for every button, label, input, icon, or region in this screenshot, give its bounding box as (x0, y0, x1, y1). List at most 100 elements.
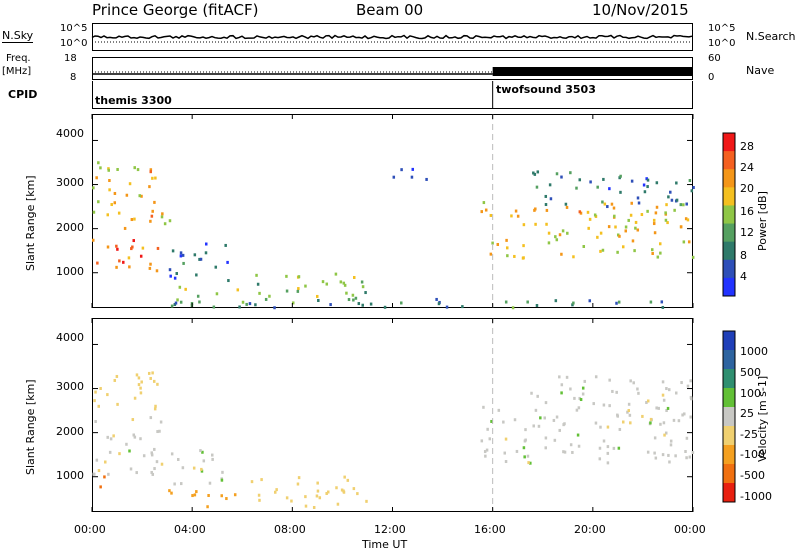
velocity-cell (606, 461, 610, 465)
power-colorbar-segment (723, 277, 735, 297)
power-cell (118, 259, 121, 263)
power-cell (153, 200, 156, 204)
freq-trace-twofsound (492, 67, 693, 76)
freq-tick-18: 18 (64, 53, 77, 64)
velocity-cell (257, 493, 261, 497)
velocity-cell (139, 386, 142, 390)
velocity-cell (689, 415, 692, 419)
power-cell (505, 238, 508, 242)
power-cell (664, 211, 667, 215)
power-cell (646, 209, 649, 213)
velocity-cell (681, 413, 684, 417)
velocity-cell (636, 387, 639, 391)
power-cell (578, 178, 582, 182)
power-cell (548, 183, 552, 187)
station-title: Prince George (fitACF) (92, 1, 259, 19)
power-cell (285, 289, 289, 293)
power-cell (536, 170, 540, 174)
power-cell (248, 302, 252, 306)
power-cell (547, 241, 551, 245)
power-cell (603, 202, 607, 206)
velocity-cell (569, 387, 572, 391)
velocity-cell (149, 376, 152, 380)
power-cell (554, 299, 558, 303)
power-cell (636, 228, 640, 232)
power-cell (514, 209, 518, 213)
power-cell (630, 201, 633, 205)
velocity-cell (125, 442, 128, 446)
velocity-cell (573, 396, 576, 400)
velocity-cell (316, 489, 320, 493)
vel-cb-tick-25: 25 (740, 407, 754, 420)
velocity-cell (233, 493, 237, 497)
power-cell (181, 253, 185, 257)
velocity-cell (579, 398, 583, 402)
power-cell (325, 282, 329, 286)
power-cell (533, 172, 537, 176)
velocity-cell (106, 393, 109, 397)
velocity-cell (177, 457, 180, 461)
velocity-cell (173, 482, 176, 486)
power-cell (545, 222, 548, 226)
power-cell (549, 197, 553, 201)
power-cell (245, 302, 248, 306)
power-cell (264, 297, 268, 301)
velocity-cell (661, 453, 665, 457)
velocity-cell (653, 436, 657, 440)
power-cell (688, 179, 692, 183)
velocity-colorbar-segment (723, 483, 735, 503)
power-cell (352, 298, 355, 302)
velocity-cell (150, 470, 153, 474)
power-cell (489, 252, 493, 256)
power-cell (151, 176, 154, 180)
velocity-panel (92, 318, 693, 512)
cpid-mode-themis: themis 3300 (95, 94, 172, 107)
power-cell (606, 205, 609, 209)
power-cell (608, 187, 611, 191)
power-cell (602, 177, 605, 181)
velocity-cell (583, 379, 587, 383)
velocity-cell (558, 428, 561, 432)
velocity-cell (365, 499, 368, 503)
velocity-cell (629, 421, 632, 425)
velocity-cell (181, 466, 185, 470)
power-cell (667, 195, 670, 199)
velocity-cell (665, 409, 668, 413)
velocity-cell (649, 417, 653, 421)
velocity-cell (304, 504, 308, 508)
power-panel (92, 114, 693, 308)
velocity-colorbar-segment (723, 350, 735, 370)
power-cell (506, 254, 509, 258)
velocity-cell (611, 389, 614, 393)
velocity-cell (290, 499, 293, 503)
velocity-cell (200, 467, 203, 471)
velocity-cell (142, 454, 146, 458)
velocity-cell (133, 435, 137, 439)
velocity-cell (139, 437, 142, 441)
velocity-colorbar-segment (723, 445, 735, 465)
power-cell (296, 289, 300, 293)
power-cell (618, 234, 621, 238)
velocity-cell (133, 396, 137, 400)
power-cell (155, 269, 159, 273)
velocity-cell (327, 490, 330, 494)
velocity-cell (598, 457, 602, 461)
power-cell (238, 305, 241, 309)
power-cell (589, 180, 592, 184)
power-cell (511, 306, 515, 310)
power-cell (610, 202, 614, 206)
power-cell (599, 249, 602, 253)
power-cell (685, 202, 688, 206)
power-cell (149, 168, 153, 172)
power-cell (601, 200, 604, 204)
power-cell (97, 200, 100, 204)
power-cell (596, 185, 599, 189)
velocity-cell (153, 407, 157, 411)
power-cell (198, 300, 201, 304)
cpid-mode-twofsound: twofsound 3503 (496, 83, 596, 96)
power-cell (682, 203, 685, 207)
velocity-cell (581, 386, 585, 390)
power-ytick-3000: 3000 (56, 176, 84, 189)
power-cell (92, 238, 95, 242)
velocity-cell (156, 430, 159, 434)
